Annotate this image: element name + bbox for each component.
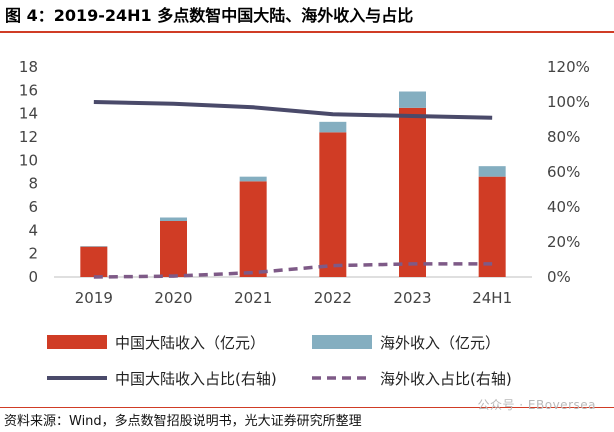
footer-divider: [0, 407, 614, 408]
legend-label: 中国大陆收入（亿元）: [115, 334, 265, 352]
y-left-tick-label: 14: [19, 105, 38, 123]
legend-swatch: [312, 335, 372, 349]
y-right-tick-label: 60%: [547, 163, 580, 181]
y-left-tick-label: 8: [28, 175, 38, 193]
watermark: 公众号 · EBoversea: [477, 398, 596, 412]
y-right-tick-label: 20%: [547, 233, 580, 251]
y-left-tick-label: 0: [28, 268, 38, 286]
source-note: 资料来源：Wind，多点数智招股说明书，光大证券研究所整理: [4, 414, 362, 429]
line-china-share: [93, 100, 493, 120]
bar-overseas: [478, 166, 506, 177]
bar-china-mainland: [399, 107, 426, 277]
y-left-tick-label: 10: [19, 151, 38, 169]
y-right-tick-label: 80%: [547, 128, 580, 146]
bar-china-mainland: [319, 132, 347, 277]
x-tick-label: 2020: [154, 289, 192, 307]
y-left-tick-label: 6: [28, 198, 38, 216]
bar-overseas: [399, 91, 426, 108]
legend-swatch: [47, 335, 107, 349]
y-left-tick-label: 2: [28, 245, 38, 263]
y-right-tick-label: 100%: [547, 93, 590, 111]
x-tick-label: 2021: [234, 289, 272, 307]
line-overseas-share: [93, 262, 493, 279]
legend-label: 海外收入（亿元）: [380, 334, 500, 352]
bar-overseas: [160, 217, 187, 221]
title-divider: [0, 31, 614, 33]
bar-china-mainland: [239, 181, 267, 277]
chart-area: 0 2 4 6 8 10 12 14 16 18 0% 20% 40% 60% 80% 100% 120% 201…: [19, 58, 590, 388]
legend-label: 中国大陆收入占比(右轴): [115, 370, 277, 388]
y-right-tick-label: 0%: [547, 268, 571, 286]
chart-title: 图 4：2019-24H1 多点数智中国大陆、海外收入与占比: [5, 6, 414, 25]
bar-overseas: [239, 176, 267, 182]
y-left-tick-label: 4: [28, 221, 38, 239]
x-tick-label: 2023: [393, 289, 431, 307]
x-tick-label: 24H1: [472, 289, 512, 307]
y-left-tick-label: 16: [19, 81, 38, 99]
bar-china-mainland: [160, 221, 187, 277]
y-right-tick-label: 40%: [547, 198, 580, 216]
legend-label: 海外收入占比(右轴): [380, 370, 512, 388]
bar-china-mainland: [80, 246, 108, 277]
bar-overseas: [80, 246, 108, 247]
bar-china-mainland: [478, 176, 506, 277]
y-left-tick-label: 18: [19, 58, 38, 76]
y-right-tick-label: 120%: [547, 58, 590, 76]
x-tick-label: 2022: [314, 289, 352, 307]
y-left-tick-label: 12: [19, 128, 38, 146]
x-tick-label: 2019: [75, 289, 113, 307]
bar-overseas: [319, 121, 347, 133]
